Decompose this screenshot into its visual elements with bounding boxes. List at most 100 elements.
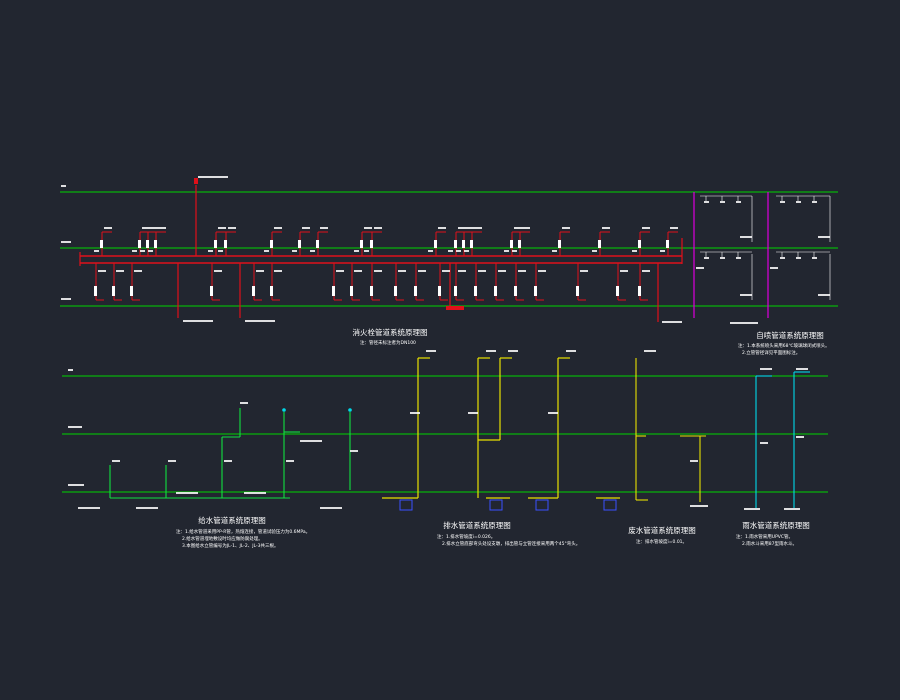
pipe-size-label-upper <box>132 250 137 252</box>
hydrant-label-upper <box>514 227 522 229</box>
hydrant-cabinet-lower <box>332 286 335 296</box>
hydrant-cabinet-lower <box>370 286 373 296</box>
hydrant-cabinet-lower <box>270 286 273 296</box>
hydrant-label-upper <box>458 227 466 229</box>
sprinkler-valve-label <box>740 294 752 296</box>
pipe-size-label-upper <box>208 250 213 252</box>
condensate-diagram <box>635 350 708 507</box>
hydrant-label-lower <box>458 270 466 272</box>
floor-mark-2f <box>61 241 71 243</box>
water-supply-note-2: 2.给水管道埋地敷设时均应做防腐处理。 <box>182 535 263 542</box>
pipe-size-label-upper <box>512 250 517 252</box>
hydrant-cabinet-lower <box>252 286 255 296</box>
pipe-size-label-upper <box>140 250 145 252</box>
pipe-size-label-upper <box>264 250 269 252</box>
floor-mark-1f <box>61 298 71 300</box>
hydrant-label-upper <box>150 227 158 229</box>
hydrant-label-lower <box>398 270 406 272</box>
lower-floor-mark-1f <box>68 484 84 486</box>
hydrant-label-lower <box>580 270 588 272</box>
pipe-size-label-upper <box>310 250 315 252</box>
drain-stack-label <box>410 412 420 414</box>
hydrant-label-upper <box>438 227 446 229</box>
hydrant-label-lower <box>442 270 450 272</box>
drain-stack-label <box>486 350 496 352</box>
fire-hydrant-title: 消火栓管道系统原理图 <box>353 327 428 337</box>
sprinkler-note-2: 2.立管管径详见平面图标注。 <box>742 349 800 356</box>
sprinkler-head-label <box>704 201 709 203</box>
hydrant-cabinet-upper <box>138 240 141 248</box>
pipe-size-label-upper <box>354 250 359 252</box>
water-supply-note-3: 3.本图给水立管编号为JL-1、JL-2、JL-3共三根。 <box>182 542 279 549</box>
sprinkler-riser-label-1 <box>696 267 704 269</box>
hydrant-cabinet-upper <box>298 240 301 248</box>
sprinkler-head-label <box>812 257 817 259</box>
floor-lines <box>60 185 838 307</box>
pipe-size-label-upper <box>552 250 557 252</box>
drainage-diagram <box>382 350 620 511</box>
sprinkler-system-diagram <box>693 192 831 324</box>
drain-stack-label <box>426 350 436 352</box>
inspection-chamber <box>603 499 617 511</box>
riser-label <box>224 460 232 462</box>
hydrant-cabinet-upper <box>462 240 465 248</box>
hydrant-cabinet-lower <box>130 286 133 296</box>
hydrant-cabinet-upper <box>224 240 227 248</box>
hydrant-cabinet-upper <box>666 240 669 248</box>
fixture-label <box>176 492 198 494</box>
hydrant-cabinet-upper <box>638 240 641 248</box>
water-supply-vent-cap-2 <box>348 408 352 412</box>
rainwater-title: 雨水管道系统原理图 <box>742 520 810 530</box>
riser-label <box>168 460 176 462</box>
hydrant-cabinet-upper <box>370 240 373 248</box>
hydrant-cabinet-lower <box>394 286 397 296</box>
sprinkler-head-label <box>720 201 725 203</box>
pipe-size-label-upper <box>660 250 665 252</box>
hydrant-cabinet-upper <box>598 240 601 248</box>
water-supply-diagram <box>78 402 358 509</box>
sprinkler-valve-label <box>818 294 830 296</box>
hydrant-cabinet-lower <box>112 286 115 296</box>
fixture-label <box>136 507 158 509</box>
condensate-label <box>644 350 656 352</box>
hydrant-label-upper <box>670 227 678 229</box>
rain-outlet-label-1 <box>744 508 760 510</box>
hydrant-label-upper <box>218 227 226 229</box>
riser-label <box>286 460 294 462</box>
sprinkler-inlet-label <box>730 322 758 324</box>
hydrant-cabinet-upper <box>470 240 473 248</box>
fire-riser-pipes <box>94 227 678 301</box>
hydrant-cabinet-upper <box>454 240 457 248</box>
drain-stack-label <box>548 412 558 414</box>
hydrant-label-upper <box>274 227 282 229</box>
pipe-size-label-upper <box>148 250 153 252</box>
riser-label <box>112 460 120 462</box>
pipe-size-label-upper <box>592 250 597 252</box>
hydrant-cabinet-upper <box>434 240 437 248</box>
sprinkler-head-label <box>796 201 801 203</box>
inlet-label-3 <box>662 321 682 323</box>
hydrant-cabinet-lower <box>494 286 497 296</box>
lower-floor-mark-2f <box>68 426 82 428</box>
hydrant-cabinet-lower <box>438 286 441 296</box>
rainwater-diagram <box>744 368 810 510</box>
roof-tank-symbol <box>194 178 198 184</box>
drain-stack-label <box>566 350 576 352</box>
fire-hydrant-system-diagram <box>60 176 838 324</box>
sprinkler-head-label <box>812 201 817 203</box>
fire-main-pipes <box>79 176 683 323</box>
hydrant-label-upper <box>374 227 382 229</box>
fixture-label <box>300 440 322 442</box>
sprinkler-head-label <box>720 257 725 259</box>
hydrant-label-upper <box>142 227 150 229</box>
condensate-note: 注：排水管坡度i=0.01。 <box>636 538 687 545</box>
hydrant-label-upper <box>602 227 610 229</box>
fire-hydrant-note: 注：管径未标注者为DN100 <box>360 339 416 346</box>
hydrant-label-lower <box>336 270 344 272</box>
hydrant-cabinet-upper <box>518 240 521 248</box>
pipe-size-label-upper <box>364 250 369 252</box>
sprinkler-note-1: 注：1.本系统喷头采用68℃玻璃球闭式喷头。 <box>738 342 830 349</box>
rain-leader-label-2 <box>796 436 804 438</box>
hydrant-label-upper <box>104 227 112 229</box>
inspection-chamber <box>399 499 413 511</box>
